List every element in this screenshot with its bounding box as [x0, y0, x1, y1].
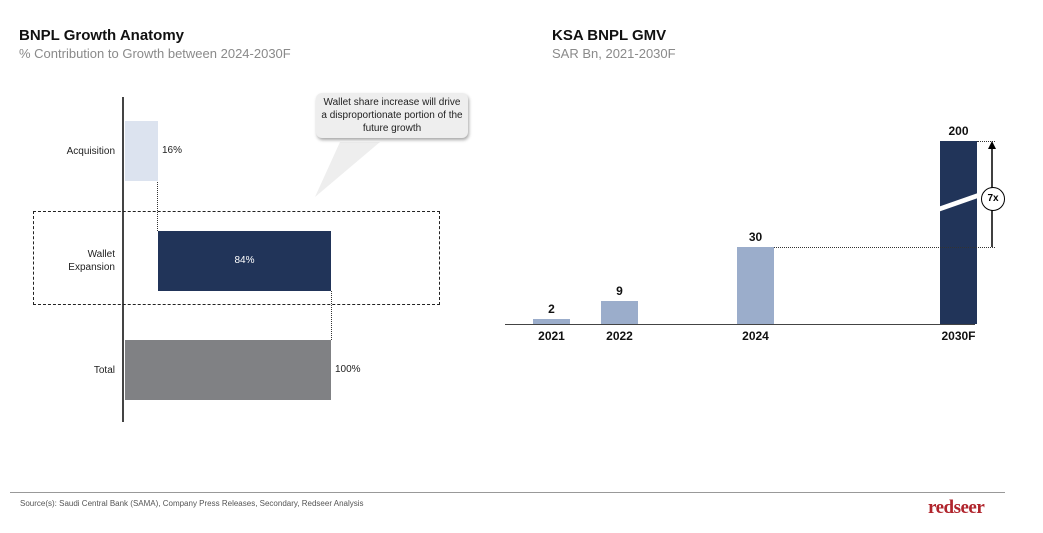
left-chart-subtitle: % Contribution to Growth between 2024-20… — [19, 46, 291, 61]
growth-multiple-badge: 7x — [981, 187, 1005, 211]
data-label: 16% — [161, 145, 182, 156]
data-label: 30 — [748, 230, 763, 244]
bar-2022 — [601, 300, 638, 324]
bar-2030F — [940, 141, 977, 324]
left-chart-title: BNPL Growth Anatomy — [19, 27, 185, 44]
category-label: Total — [93, 364, 115, 376]
left-axis — [122, 97, 124, 422]
right-baseline — [505, 324, 975, 325]
footer-divider — [10, 492, 1005, 493]
highlight-box — [33, 211, 440, 305]
x-tick-label: 2022 — [606, 329, 633, 343]
reference-line-2024 — [774, 247, 995, 248]
category-label: Acquisition — [66, 145, 115, 157]
source-note: Source(s): Saudi Central Bank (SAMA), Co… — [20, 499, 364, 508]
data-label: 2 — [548, 301, 555, 316]
bar-2021 — [533, 318, 570, 324]
bar-acquisition — [125, 121, 158, 181]
connector-line — [157, 182, 158, 231]
data-label: 100% — [335, 364, 361, 375]
x-tick-label: 2030F — [941, 329, 976, 343]
right-chart-title: KSA BNPL GMV — [552, 27, 667, 44]
bar-wallet-expansion — [157, 231, 331, 291]
reference-line-2030 — [977, 141, 995, 142]
category-label: Wallet Expansion — [68, 249, 115, 273]
x-tick-label: 2024 — [742, 329, 769, 343]
right-chart-subtitle: SAR Bn, 2021-2030F — [552, 46, 676, 61]
data-label: 200 — [948, 124, 969, 138]
bar-2024 — [737, 247, 774, 324]
connector-line — [331, 291, 332, 340]
redseer-logo: redseer — [928, 497, 985, 518]
callout-annotation: Wallet share increase will drive a dispr… — [316, 93, 468, 138]
data-label: 84% — [234, 255, 255, 266]
data-label: 9 — [616, 283, 623, 298]
callout-tail — [315, 142, 380, 197]
x-tick-label: 2021 — [538, 329, 565, 343]
bar-total — [125, 340, 331, 400]
